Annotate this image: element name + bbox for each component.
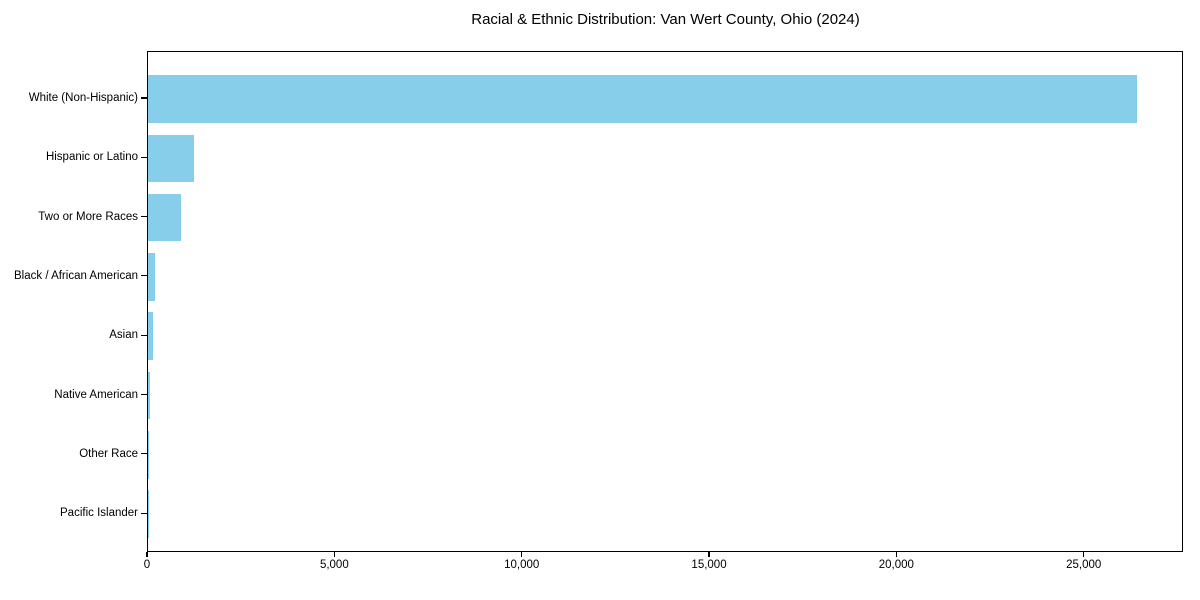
- x-tick: [708, 552, 710, 557]
- bar: [148, 431, 149, 479]
- bar: [148, 134, 195, 183]
- x-tick: [521, 552, 523, 557]
- y-axis-label: Black / African American: [14, 269, 138, 282]
- x-tick: [146, 552, 148, 557]
- y-axis-label: Other Race: [79, 447, 138, 460]
- x-tick-label: 20,000: [878, 559, 914, 571]
- y-tick: [141, 453, 147, 455]
- y-axis-label: Native American: [54, 388, 138, 401]
- y-tick: [141, 393, 147, 396]
- x-tick-label: 10,000: [504, 559, 540, 571]
- y-axis-label: Pacific Islander: [60, 507, 138, 520]
- x-tick: [1083, 552, 1085, 557]
- x-tick-label: 0: [143, 559, 151, 571]
- x-tick-label: 25,000: [1066, 559, 1102, 571]
- y-axis-label: Hispanic or Latino: [45, 151, 138, 164]
- plot-area: [147, 51, 1183, 552]
- y-tick: [141, 275, 147, 277]
- x-tick-label: 5,000: [319, 559, 349, 571]
- x-tick-label: 15,000: [691, 559, 727, 571]
- chart-title: Racial & Ethnic Distribution: Van Wert C…: [471, 11, 860, 28]
- y-tick: [141, 97, 147, 99]
- bar: [148, 193, 181, 242]
- y-tick: [141, 216, 147, 218]
- y-axis-label: Two or More Races: [38, 210, 138, 223]
- bar: [148, 312, 153, 360]
- x-tick: [895, 552, 897, 557]
- y-tick: [141, 156, 147, 158]
- y-axis-label: Asian: [109, 329, 138, 342]
- y-axis-label: White (Non-Hispanic): [28, 92, 138, 104]
- y-tick: [141, 334, 147, 336]
- y-tick: [141, 512, 147, 514]
- x-tick: [333, 552, 335, 557]
- bar: [148, 371, 150, 420]
- bar: [148, 253, 156, 301]
- bar: [148, 75, 1138, 123]
